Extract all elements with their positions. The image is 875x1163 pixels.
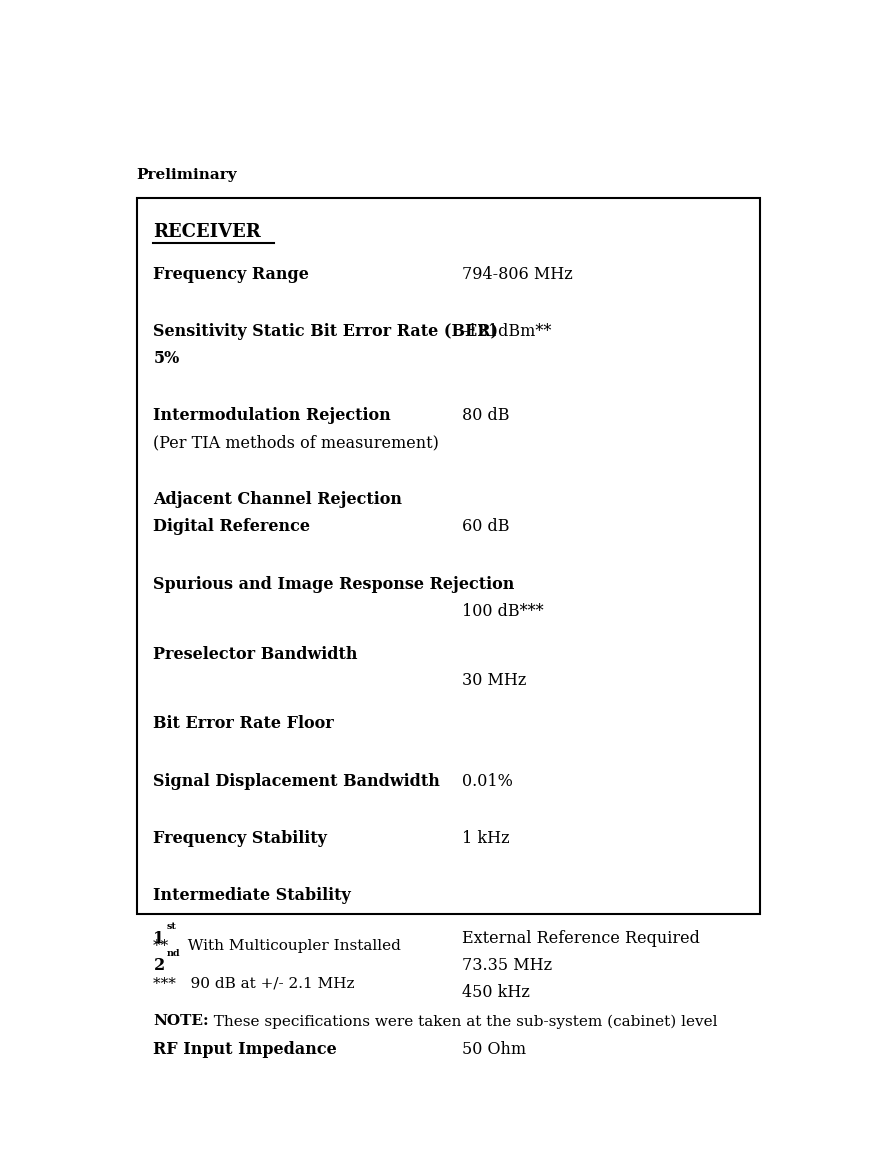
Text: 80 dB: 80 dB	[462, 407, 509, 424]
Text: Adjacent Channel Rejection: Adjacent Channel Rejection	[153, 492, 402, 508]
Text: These specifications were taken at the sub-system (cabinet) level: These specifications were taken at the s…	[205, 1014, 718, 1029]
Text: 50 Ohm: 50 Ohm	[462, 1041, 526, 1058]
Text: 5%: 5%	[153, 350, 179, 368]
Text: RF Input Impedance: RF Input Impedance	[153, 1041, 337, 1058]
Text: Spurious and Image Response Rejection: Spurious and Image Response Rejection	[153, 576, 514, 593]
Text: Intermodulation Rejection: Intermodulation Rejection	[153, 407, 391, 424]
Text: Intermediate Stability: Intermediate Stability	[153, 887, 351, 905]
Text: Frequency Range: Frequency Range	[153, 266, 310, 283]
Text: Bit Error Rate Floor: Bit Error Rate Floor	[153, 715, 334, 733]
Text: RECEIVER: RECEIVER	[153, 223, 262, 241]
Text: 60 dB: 60 dB	[462, 519, 509, 535]
Text: Preliminary: Preliminary	[136, 169, 237, 183]
Text: 1 kHz: 1 kHz	[462, 830, 509, 847]
Text: External Reference Required: External Reference Required	[462, 930, 700, 948]
Text: **    With Multicoupler Installed: ** With Multicoupler Installed	[153, 940, 402, 954]
Text: (Per TIA methods of measurement): (Per TIA methods of measurement)	[153, 434, 439, 451]
Text: NOTE:: NOTE:	[153, 1014, 209, 1028]
Text: Sensitivity Static Bit Error Rate (BER): Sensitivity Static Bit Error Rate (BER)	[153, 323, 499, 340]
Text: st: st	[167, 922, 177, 932]
Text: ***   90 dB at +/- 2.1 MHz: *** 90 dB at +/- 2.1 MHz	[153, 977, 355, 991]
Text: 450 kHz: 450 kHz	[462, 984, 530, 1000]
Text: 794-806 MHz: 794-806 MHz	[462, 266, 573, 283]
Text: 73.35 MHz: 73.35 MHz	[462, 957, 552, 973]
Text: -121dBm**: -121dBm**	[462, 323, 551, 340]
Text: 2: 2	[153, 957, 164, 973]
Text: 0.01%: 0.01%	[462, 772, 513, 790]
Text: Digital Reference: Digital Reference	[153, 519, 311, 535]
Text: nd: nd	[167, 949, 180, 958]
Text: 30 MHz: 30 MHz	[462, 672, 527, 690]
Text: Preselector Bandwidth: Preselector Bandwidth	[153, 645, 358, 663]
Text: Frequency Stability: Frequency Stability	[153, 830, 327, 847]
Text: 100 dB***: 100 dB***	[462, 602, 543, 620]
Text: Signal Displacement Bandwidth: Signal Displacement Bandwidth	[153, 772, 440, 790]
Text: 1: 1	[153, 930, 164, 948]
